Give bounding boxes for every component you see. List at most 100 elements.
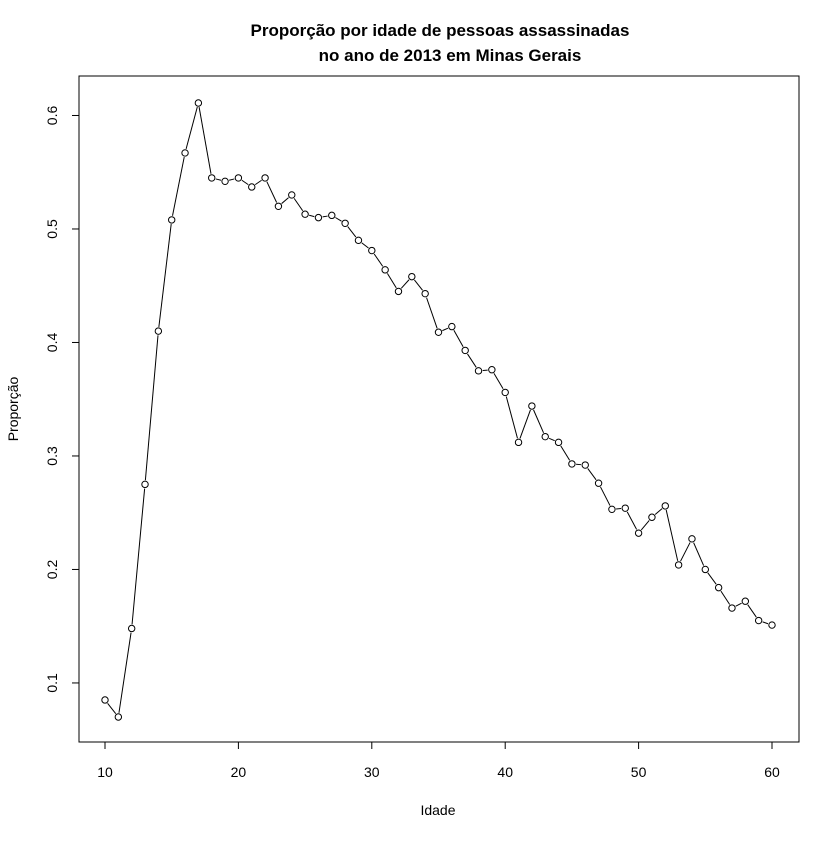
- y-axis: 0.10.20.30.40.50.6: [44, 106, 79, 693]
- series-line-segment: [119, 633, 131, 713]
- series-line-segment: [108, 703, 116, 713]
- y-tick-label: 0.6: [44, 106, 60, 126]
- series-line-segment: [173, 157, 185, 216]
- series-line-segment: [374, 254, 383, 266]
- series-line-segment: [588, 468, 596, 479]
- series-line-segment: [242, 180, 248, 184]
- data-point: [235, 175, 241, 181]
- data-point: [595, 480, 601, 486]
- y-axis-label: Proporção: [5, 376, 21, 441]
- data-point: [409, 273, 415, 279]
- series-line-segment: [323, 216, 328, 217]
- series-line-segment: [467, 354, 476, 367]
- data-point: [249, 184, 255, 190]
- x-tick-label: 40: [497, 764, 513, 780]
- y-tick-label: 0.3: [44, 446, 60, 466]
- series-line-segment: [387, 273, 396, 287]
- data-point: [169, 217, 175, 223]
- data-point: [315, 214, 321, 220]
- data-point: [262, 175, 268, 181]
- data-point: [755, 617, 761, 623]
- series-line-segment: [655, 509, 662, 515]
- series-line-segment: [506, 396, 517, 438]
- data-point: [609, 506, 615, 512]
- series-line-segment: [186, 107, 197, 149]
- series-line-segment: [309, 215, 314, 216]
- data-point: [222, 178, 228, 184]
- series-line-segment: [534, 410, 544, 433]
- series-line-segment: [708, 573, 716, 584]
- data-point: [395, 288, 401, 294]
- data-point: [729, 605, 735, 611]
- data-point: [102, 697, 108, 703]
- series-line-segment: [414, 280, 422, 290]
- series-line-segment: [681, 543, 691, 562]
- data-point: [289, 192, 295, 198]
- series-line-segment: [600, 487, 610, 506]
- data-point: [275, 203, 281, 209]
- data-point: [715, 584, 721, 590]
- data-point: [515, 439, 521, 445]
- series-line-segment: [255, 180, 261, 184]
- series-line-segment: [561, 446, 570, 460]
- data-point: [662, 503, 668, 509]
- data-point: [702, 566, 708, 572]
- series-line-segment: [159, 224, 171, 327]
- data-point: [142, 481, 148, 487]
- series-line-segment: [748, 605, 757, 617]
- data-point: [209, 175, 215, 181]
- data-point: [622, 505, 628, 511]
- series-line-segment: [145, 335, 158, 480]
- data-point: [155, 328, 161, 334]
- chart-title-line-1: Proporção por idade de pessoas assassina…: [251, 21, 630, 40]
- data-point: [555, 439, 561, 445]
- data-point: [462, 347, 468, 353]
- data-point: [475, 368, 481, 374]
- series-line-segment: [549, 438, 555, 440]
- series-line-segment: [401, 280, 409, 289]
- series-line-segment: [216, 179, 221, 180]
- data-point: [489, 367, 495, 373]
- data-point: [195, 100, 201, 106]
- data-point: [769, 622, 775, 628]
- x-tick-label: 30: [364, 764, 380, 780]
- series-line-segment: [199, 107, 211, 174]
- data-point: [635, 530, 641, 536]
- data-point: [529, 403, 535, 409]
- chart-title-line-2: no ano de 2013 em Minas Gerais: [319, 46, 582, 65]
- data-point: [355, 237, 361, 243]
- x-tick-label: 10: [97, 764, 113, 780]
- y-tick-label: 0.4: [44, 333, 60, 353]
- series-line-segment: [362, 243, 369, 248]
- plot-area-frame: [79, 76, 799, 742]
- series-line-segment: [294, 198, 303, 210]
- data-point: [382, 267, 388, 273]
- series-line-segment: [763, 622, 768, 624]
- x-tick-label: 60: [764, 764, 780, 780]
- series-line-segment: [694, 543, 704, 566]
- data-point: [542, 433, 548, 439]
- data-point: [649, 514, 655, 520]
- series-line-segment: [335, 218, 341, 222]
- series-line-segment: [427, 298, 438, 329]
- series-line-segment: [454, 330, 463, 347]
- series-line-segment: [736, 603, 742, 606]
- data-point: [449, 323, 455, 329]
- data-point: [582, 462, 588, 468]
- data-point: [689, 536, 695, 542]
- x-axis-label: Idade: [420, 802, 455, 818]
- data-point: [302, 211, 308, 217]
- series-line-segment: [267, 182, 277, 203]
- x-tick-label: 20: [231, 764, 247, 780]
- data-point: [182, 150, 188, 156]
- series-line-segment: [666, 510, 677, 561]
- y-tick-label: 0.1: [44, 673, 60, 693]
- series-line-segment: [520, 410, 530, 438]
- series-line-segment: [348, 227, 356, 237]
- series-line-segment: [494, 373, 503, 388]
- y-tick-label: 0.2: [44, 560, 60, 580]
- data-point: [115, 714, 121, 720]
